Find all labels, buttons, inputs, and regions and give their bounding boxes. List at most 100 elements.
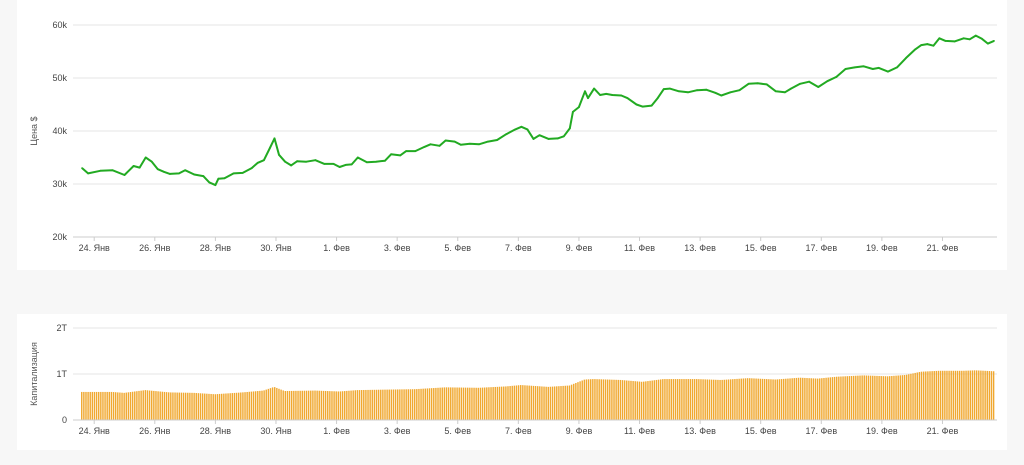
market-cap-bar: [475, 387, 477, 420]
price-point: [871, 68, 874, 70]
market-cap-bar: [878, 375, 880, 420]
market-cap-bar: [129, 392, 132, 420]
market-cap-bar: [939, 370, 942, 420]
x-tick-label: 30. Янв: [260, 426, 291, 436]
market-cap-bar: [810, 378, 812, 420]
market-cap-bar: [933, 371, 935, 420]
market-cap-bar: [286, 390, 289, 420]
market-cap-bar: [496, 386, 499, 420]
market-cap-bar: [721, 379, 723, 420]
market-cap-bar: [227, 393, 229, 420]
market-cap-bar: [146, 390, 149, 420]
market-cap-bar: [210, 393, 212, 420]
x-tick-label: 13. Фев: [684, 243, 716, 253]
market-cap-bar: [354, 390, 357, 420]
market-cap-bar: [562, 385, 564, 420]
market-cap-bar: [125, 392, 127, 420]
market-cap-bar: [189, 392, 191, 420]
market-cap-bar: [420, 388, 422, 420]
price-point: [547, 138, 550, 140]
market-cap-bar: [295, 390, 297, 420]
market-cap-bar: [515, 385, 518, 420]
price-point: [696, 89, 698, 92]
market-cap-bar: [954, 370, 957, 420]
market-cap-bar: [136, 391, 138, 420]
market-cap-bar: [835, 376, 838, 420]
x-tick-label: 9. Фев: [566, 243, 593, 253]
market-cap-bar: [172, 392, 174, 420]
market-cap-bar: [104, 391, 106, 420]
market-cap-bar: [664, 379, 666, 420]
market-cap-bar: [615, 379, 617, 420]
market-cap-bar: [339, 391, 342, 420]
market-cap-bar: [220, 393, 223, 420]
market-cap-bar: [522, 385, 524, 420]
market-cap-bar: [859, 375, 861, 420]
market-cap-bar: [214, 394, 217, 420]
price-point: [138, 166, 141, 169]
price-point: [626, 97, 629, 100]
market-cap-bar: [350, 390, 352, 420]
price-point: [144, 156, 147, 159]
y-axis-title: Капитализация: [29, 342, 39, 406]
market-cap-bar: [575, 382, 577, 420]
market-cap-bar: [363, 389, 365, 420]
x-tick-label: 5. Фев: [444, 243, 471, 253]
price-point: [375, 160, 377, 163]
market-cap-bar: [812, 378, 815, 420]
x-tick-label: 7. Фев: [505, 426, 532, 436]
market-cap-bar: [121, 392, 123, 420]
market-cap-bar: [204, 393, 206, 420]
market-cap-bar: [290, 390, 293, 420]
market-cap-bar: [920, 371, 923, 420]
price-point: [593, 87, 595, 90]
market-cap-bar: [577, 382, 579, 420]
market-cap-bar: [545, 386, 547, 420]
market-cap-bar: [97, 391, 100, 420]
market-cap-bar: [418, 388, 420, 420]
x-tick-label: 7. Фев: [505, 243, 532, 253]
market-cap-bar: [929, 371, 931, 420]
market-cap-bar: [712, 379, 715, 420]
market-cap-bar: [422, 388, 424, 420]
price-point: [132, 165, 135, 167]
market-cap-bar: [861, 375, 863, 420]
market-cap-bar: [874, 375, 876, 420]
market-cap-bar: [679, 379, 681, 420]
market-cap-bar: [335, 391, 337, 420]
market-cap-bar: [240, 392, 242, 420]
market-cap-bar: [108, 391, 111, 420]
market-cap-bar: [742, 378, 745, 420]
market-cap-bar: [787, 378, 789, 420]
market-cap-bar: [100, 391, 102, 420]
market-cap-bar: [112, 392, 115, 420]
market-cap-bar: [838, 376, 840, 420]
market-cap-bar: [117, 392, 119, 420]
price-point: [799, 82, 801, 85]
market-cap-bar: [918, 372, 921, 420]
market-cap-bar: [602, 379, 605, 420]
market-cap-bar: [755, 378, 757, 420]
market-cap-bar: [628, 380, 630, 420]
market-cap-bar: [498, 386, 501, 420]
market-cap-bar: [942, 370, 944, 420]
price-point: [514, 128, 517, 131]
price-point: [414, 150, 417, 153]
market-cap-bar: [346, 390, 348, 420]
market-cap-bar: [248, 391, 250, 420]
market-cap-bar: [392, 389, 395, 420]
price-point: [256, 161, 259, 164]
market-cap-bar: [486, 387, 488, 420]
market-cap-bar: [935, 370, 938, 420]
market-cap-bar: [825, 377, 827, 420]
market-cap-bar: [371, 389, 373, 420]
price-point: [826, 80, 829, 83]
market-cap-bar: [693, 379, 696, 420]
market-cap-bar: [819, 378, 821, 420]
market-cap-bar: [462, 387, 465, 420]
market-cap-bar: [443, 387, 446, 420]
market-cap-bar: [541, 386, 543, 420]
market-cap-bar: [606, 379, 609, 420]
market-cap-bar: [736, 378, 738, 420]
market-cap-bar: [452, 387, 454, 420]
